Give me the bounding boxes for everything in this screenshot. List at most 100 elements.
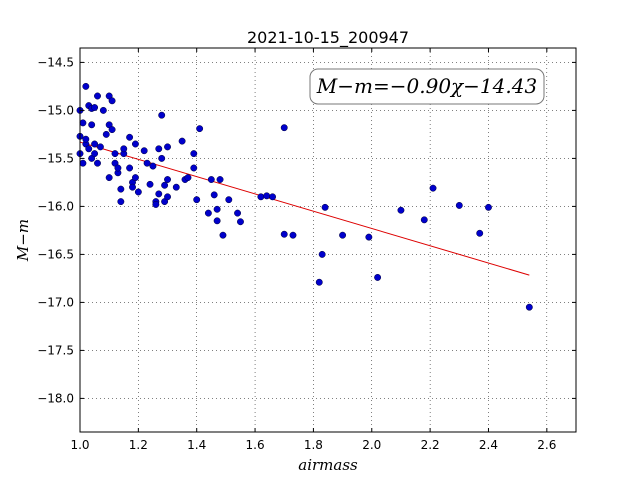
y-tick-label: −17.5 bbox=[37, 343, 74, 357]
data-point bbox=[219, 231, 227, 239]
x-axis-label: airmass bbox=[298, 456, 358, 474]
data-point bbox=[85, 145, 93, 153]
data-point bbox=[315, 278, 323, 286]
data-point bbox=[397, 206, 405, 214]
data-point bbox=[105, 174, 113, 182]
data-point bbox=[155, 190, 163, 198]
y-tick-labels: −14.5 −15.0 −15.5 −16.0 −16.5 −17.0 −17.5 −18.0 bbox=[37, 55, 74, 405]
y-tick-label: −14.5 bbox=[37, 55, 74, 69]
axis-ticks bbox=[79, 48, 576, 432]
data-point bbox=[158, 111, 166, 119]
data-point bbox=[117, 185, 125, 193]
y-tick-label: −17.0 bbox=[37, 295, 74, 309]
data-point bbox=[158, 154, 166, 162]
data-point bbox=[318, 250, 326, 258]
data-point bbox=[96, 143, 104, 151]
data-point bbox=[374, 273, 382, 281]
data-point bbox=[161, 181, 169, 189]
x-tick-label: 1.2 bbox=[129, 438, 148, 452]
x-tick-label: 2.0 bbox=[362, 438, 381, 452]
x-tick-label: 1.0 bbox=[70, 438, 89, 452]
data-point bbox=[196, 125, 204, 133]
data-point bbox=[365, 233, 373, 241]
data-point bbox=[420, 216, 428, 224]
data-point bbox=[190, 164, 198, 172]
data-point bbox=[108, 126, 116, 134]
data-point bbox=[91, 150, 99, 158]
plot-frame bbox=[79, 47, 577, 433]
data-point bbox=[94, 159, 101, 167]
data-point bbox=[131, 140, 139, 148]
data-point bbox=[111, 150, 119, 158]
y-tick-label: −16.0 bbox=[37, 199, 74, 213]
data-point bbox=[131, 174, 139, 182]
data-point bbox=[155, 145, 163, 153]
data-point bbox=[99, 106, 107, 114]
data-point bbox=[164, 193, 171, 201]
data-point bbox=[213, 205, 221, 213]
data-point bbox=[143, 159, 151, 167]
data-point bbox=[237, 218, 244, 226]
x-tick-label: 2.2 bbox=[421, 438, 440, 452]
data-point bbox=[91, 104, 99, 111]
data-point bbox=[321, 203, 329, 211]
fit-equation: M−m=−0.90χ−14.43 bbox=[316, 74, 537, 98]
data-point bbox=[91, 140, 99, 148]
y-tick-label: −18.0 bbox=[37, 391, 74, 405]
data-point bbox=[79, 159, 87, 167]
y-axis-label: M−m bbox=[14, 219, 32, 262]
data-point bbox=[216, 176, 224, 183]
data-point bbox=[79, 119, 87, 127]
data-point bbox=[146, 180, 154, 188]
data-point bbox=[172, 183, 180, 191]
data-point bbox=[164, 176, 171, 183]
x-tick-labels: 1.0 1.2 1.4 1.6 1.8 2.0 2.2 2.4 2.6 bbox=[70, 438, 556, 452]
data-point bbox=[129, 183, 136, 191]
data-point bbox=[190, 150, 198, 158]
data-point bbox=[204, 209, 212, 217]
data-point bbox=[193, 196, 201, 204]
y-tick-label: −16.5 bbox=[37, 247, 74, 261]
data-point bbox=[525, 303, 533, 311]
data-point bbox=[149, 162, 157, 170]
data-point bbox=[82, 82, 90, 90]
chart-title: 2021-10-15_200947 bbox=[247, 28, 409, 48]
fit-equation-box bbox=[309, 68, 545, 105]
data-point bbox=[213, 217, 221, 225]
data-point bbox=[280, 124, 288, 132]
data-points bbox=[76, 82, 533, 311]
data-point bbox=[184, 174, 192, 182]
data-point bbox=[289, 231, 297, 239]
data-point bbox=[117, 198, 125, 206]
data-point bbox=[126, 133, 134, 141]
data-point bbox=[114, 164, 122, 172]
data-point bbox=[94, 92, 101, 100]
y-tick-label: −15.0 bbox=[37, 103, 74, 117]
data-point bbox=[82, 135, 90, 143]
data-point bbox=[207, 176, 215, 183]
data-point bbox=[108, 97, 116, 105]
data-point bbox=[164, 143, 171, 151]
data-point bbox=[178, 137, 186, 145]
y-tick-label: −15.5 bbox=[37, 151, 74, 165]
x-tick-label: 1.4 bbox=[187, 438, 206, 452]
data-point bbox=[120, 145, 128, 153]
x-tick-label: 1.6 bbox=[246, 438, 265, 452]
data-point bbox=[269, 193, 277, 201]
data-point bbox=[280, 230, 288, 238]
data-point bbox=[429, 184, 437, 192]
data-point bbox=[126, 164, 134, 172]
data-point bbox=[225, 196, 233, 204]
data-point bbox=[257, 193, 265, 201]
data-point bbox=[234, 209, 242, 217]
data-point bbox=[88, 121, 96, 129]
x-tick-label: 2.6 bbox=[537, 438, 556, 452]
data-point bbox=[455, 201, 463, 209]
data-point bbox=[485, 203, 492, 211]
data-point bbox=[102, 130, 110, 138]
data-point bbox=[210, 191, 218, 199]
data-point bbox=[152, 201, 160, 208]
data-point bbox=[140, 147, 148, 155]
data-point bbox=[263, 192, 271, 200]
